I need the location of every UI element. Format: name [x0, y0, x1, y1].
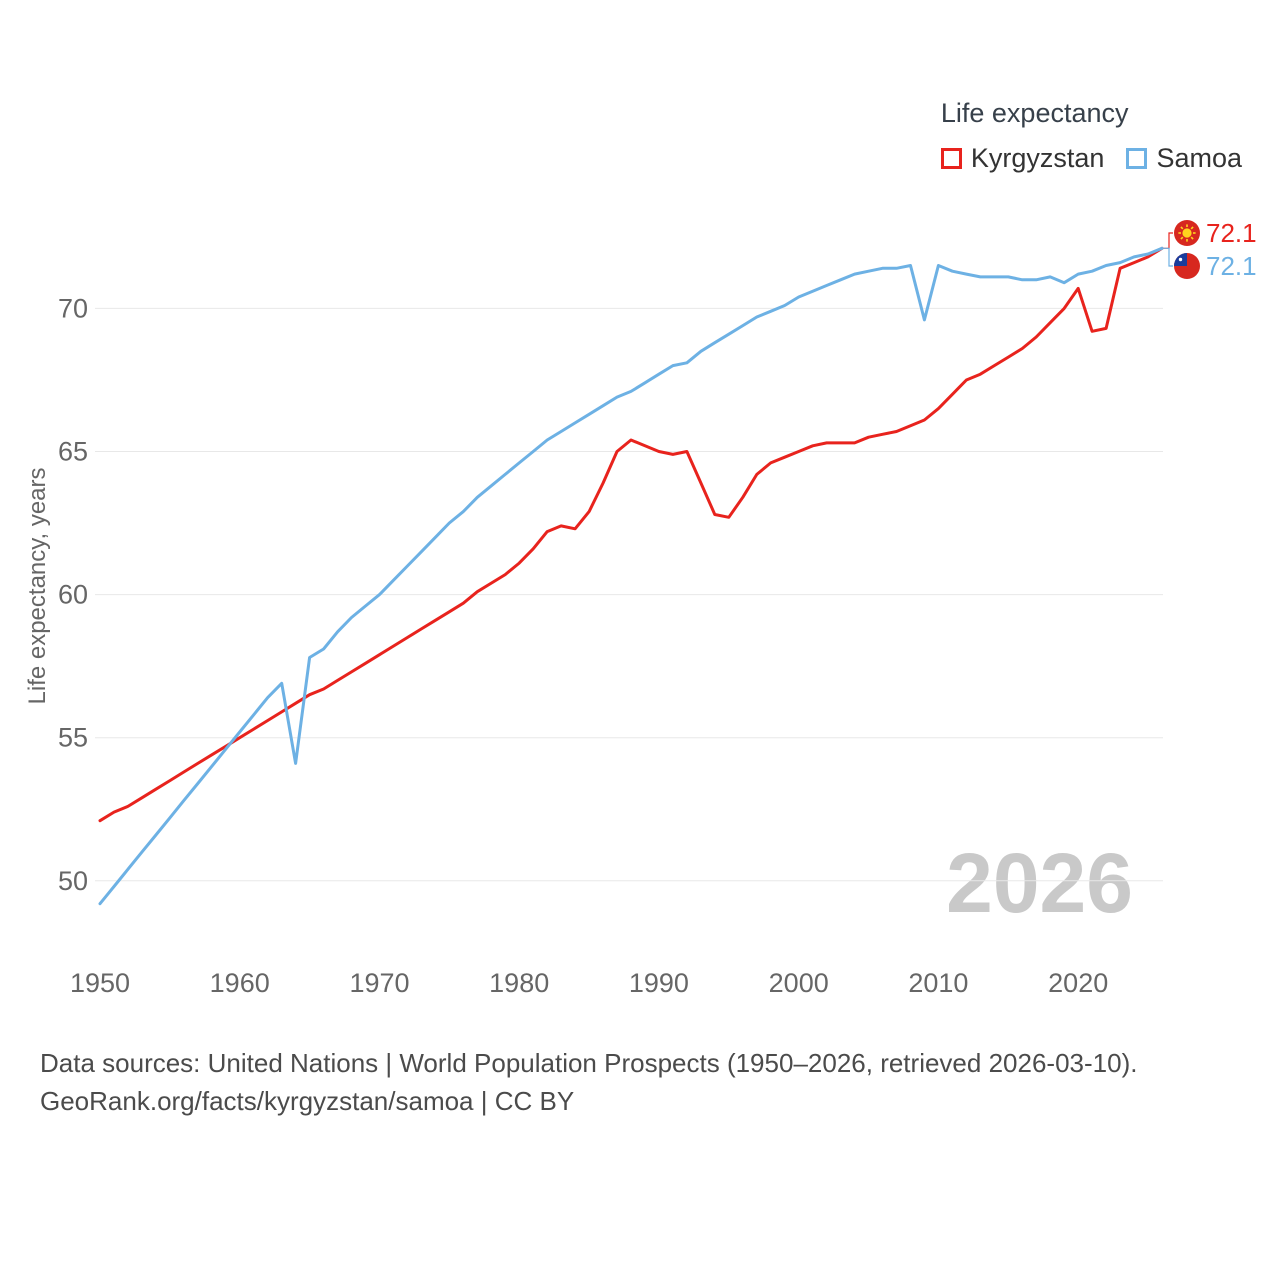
- series-line-kyrgyzstan[interactable]: [98, 246, 1164, 823]
- x-tick-label: 1990: [629, 968, 689, 998]
- x-tick-label: 1970: [349, 968, 409, 998]
- x-tick-label: 2010: [908, 968, 968, 998]
- x-tick-label: 1960: [210, 968, 270, 998]
- legend-title: Life expectancy: [940, 98, 1129, 128]
- legend-items: Kyrgyzstan Samoa: [940, 143, 1242, 174]
- x-tick-label: 2020: [1048, 968, 1108, 998]
- watermark-year: 2026: [946, 836, 1133, 930]
- end-value-label-samoa: 72.1: [1206, 251, 1257, 281]
- samoa-flag-icon: [1174, 253, 1200, 279]
- y-tick-label: 60: [58, 580, 88, 610]
- legend: Life expectancy Kyrgyzstan Samoa: [940, 98, 1242, 174]
- samoa-swatch-icon: [1126, 148, 1148, 169]
- y-tick-label: 55: [58, 723, 88, 753]
- legend-item-label: Samoa: [1156, 143, 1242, 173]
- y-tick-label: 70: [58, 293, 88, 323]
- y-tick-label: 50: [58, 866, 88, 896]
- series-line-samoa[interactable]: [98, 246, 1164, 906]
- legend-item-samoa[interactable]: Samoa: [1126, 143, 1242, 174]
- footer-data-sources: Data sources: United Nations | World Pop…: [40, 1048, 1138, 1078]
- x-tick-label: 1950: [70, 968, 130, 998]
- legend-item-kyrgyzstan[interactable]: Kyrgyzstan: [940, 143, 1105, 174]
- footer-attribution: GeoRank.org/facts/kyrgyzstan/samoa | CC …: [40, 1086, 575, 1116]
- y-tick-label: 65: [58, 437, 88, 467]
- y-axis-title: Life expectancy, years: [24, 467, 51, 704]
- end-label-connector: [1163, 232, 1173, 249]
- end-value-label-kyrgyzstan: 72.1: [1206, 218, 1257, 248]
- kyrgyzstan-flag-icon: [1174, 220, 1200, 246]
- legend-item-label: Kyrgyzstan: [970, 143, 1105, 173]
- end-label-connector: [1163, 247, 1173, 267]
- x-tick-label: 2000: [769, 968, 829, 998]
- x-tick-label: 1980: [489, 968, 549, 998]
- kyrgyzstan-swatch-icon: [940, 148, 962, 169]
- footer: Data sources: United Nations | World Pop…: [40, 1044, 1220, 1120]
